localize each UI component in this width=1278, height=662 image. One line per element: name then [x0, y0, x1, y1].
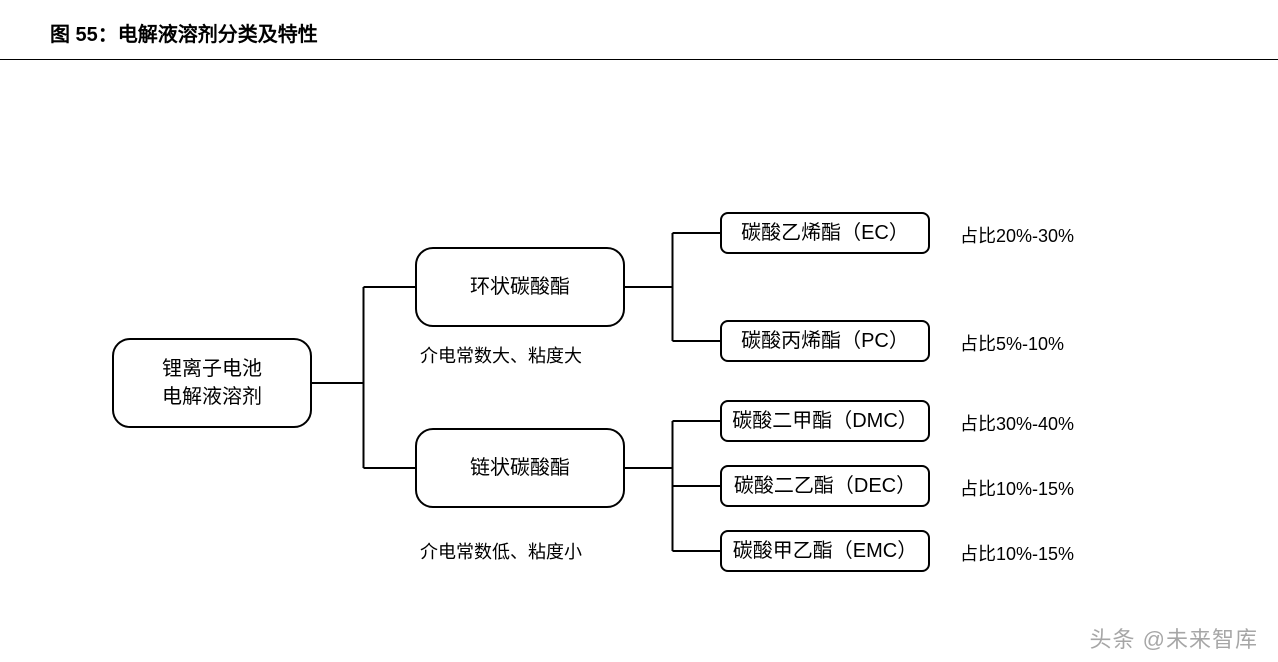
node-level3-0: 碳酸乙烯酯（EC） — [720, 212, 930, 254]
subtitle-chain: 介电常数低、粘度小 — [420, 538, 582, 564]
node-level2-cyclic: 环状碳酸酯 — [415, 247, 625, 327]
figure-title: 图 55：电解液溶剂分类及特性 — [0, 0, 1278, 60]
node-level3-3: 碳酸二乙酯（DEC） — [720, 465, 930, 507]
node-level3-1: 碳酸丙烯酯（PC） — [720, 320, 930, 362]
watermark-text: 头条 @未来智库 — [1090, 622, 1258, 654]
subtitle-cyclic: 介电常数大、粘度大 — [420, 342, 582, 368]
ratio-4: 占比10%-15% — [960, 540, 1074, 566]
ratio-2: 占比30%-40% — [960, 410, 1074, 436]
node-level3-4: 碳酸甲乙酯（EMC） — [720, 530, 930, 572]
ratio-0: 占比20%-30% — [960, 222, 1074, 248]
node-root: 锂离子电池 电解液溶剂 — [112, 338, 312, 428]
ratio-3: 占比10%-15% — [960, 475, 1074, 501]
node-level2-chain: 链状碳酸酯 — [415, 428, 625, 508]
diagram-area: 锂离子电池 电解液溶剂 环状碳酸酯介电常数大、粘度大链状碳酸酯介电常数低、粘度小 碳… — [0, 60, 1278, 620]
ratio-1: 占比5%-10% — [960, 330, 1064, 356]
node-level3-2: 碳酸二甲酯（DMC） — [720, 400, 930, 442]
